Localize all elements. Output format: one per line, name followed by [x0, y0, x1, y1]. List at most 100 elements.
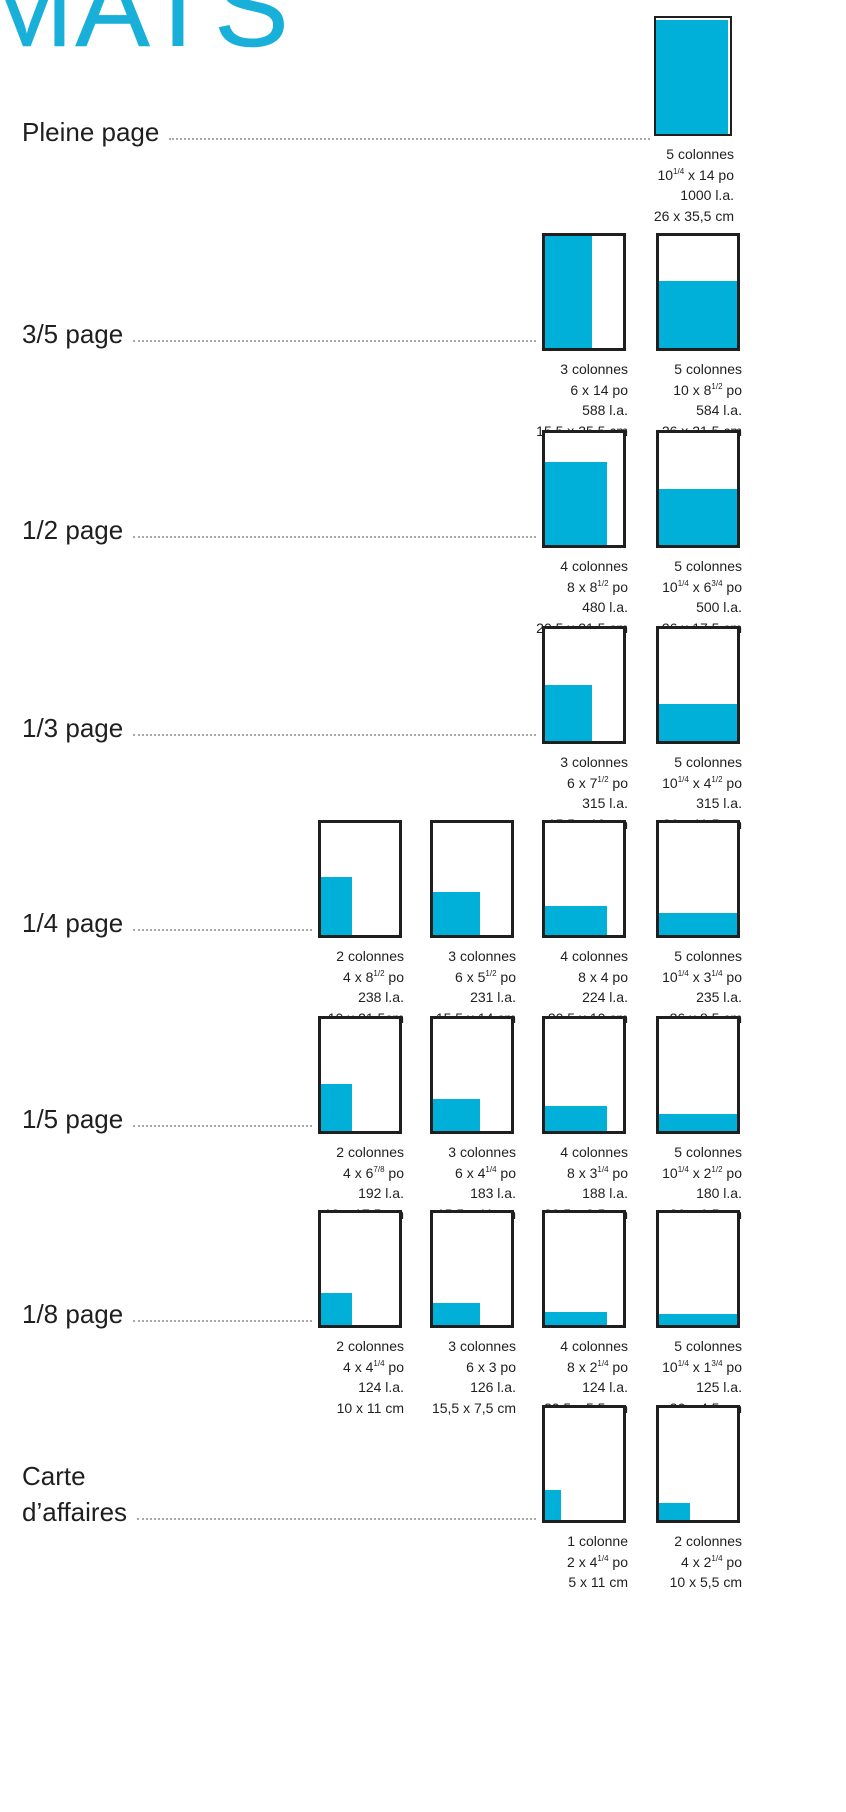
dotted-leader [133, 1125, 312, 1127]
format-size-inches: 101/4 x 63/4 po [662, 578, 742, 595]
format-thumbnail [656, 820, 740, 938]
format-specs: 2 colonnes 4 x 41/4 po 124 l.a. 10 x 11 cm [284, 1336, 404, 1418]
ad-area-fill [545, 462, 607, 545]
format-size-inches: 8 x 31/4 po [567, 1164, 628, 1181]
row-label-line: Pleine page [22, 117, 160, 147]
ad-area-fill [433, 1099, 480, 1131]
format-size-inches: 101/4 x 14 po [657, 166, 734, 183]
format-size-inches: 101/4 x 13/4 po [662, 1358, 742, 1375]
format-agate-lines: 500 l.a. [696, 599, 742, 615]
ad-area-fill [659, 281, 737, 348]
dotted-leader [133, 340, 536, 342]
format-size-metric: 15,5 x 7,5 cm [431, 1399, 516, 1416]
format-agate-lines: 584 l.a. [696, 402, 742, 418]
fraction: 1/4 [711, 968, 723, 978]
ad-area-fill [659, 489, 737, 545]
fraction: 3/4 [711, 578, 723, 588]
ad-area-fill [321, 877, 352, 935]
ad-area-fill [659, 704, 737, 741]
fraction: 1/2 [711, 381, 723, 391]
format-size-inches: 6 x 51/2 po [455, 968, 516, 985]
fraction: 1/2 [597, 774, 609, 784]
ad-area-fill [321, 1084, 352, 1131]
format-columns: 4 colonnes [560, 1144, 628, 1160]
row-label-line: 1/4 page [22, 908, 124, 938]
format-columns: 2 colonnes [336, 1338, 404, 1354]
format-columns: 5 colonnes [674, 1144, 742, 1160]
format-agate-lines: 192 l.a. [358, 1185, 404, 1201]
fraction: 1/4 [677, 968, 689, 978]
format-thumbnail [656, 1016, 740, 1134]
format-thumbnail [318, 1016, 402, 1134]
fraction: 1/2 [373, 968, 385, 978]
row-label-line: d’affaires [22, 1497, 128, 1527]
format-size-inches: 6 x 3 po [466, 1358, 516, 1375]
format-columns: 5 colonnes [674, 754, 742, 770]
format-size-inches: 4 x 21/4 po [681, 1553, 742, 1570]
fraction: 1/4 [597, 1164, 609, 1174]
format-agate-lines: 235 l.a. [696, 989, 742, 1005]
format-agate-lines: 183 l.a. [470, 1185, 516, 1201]
format-thumbnail [430, 1016, 514, 1134]
format-thumbnail [656, 233, 740, 351]
fraction: 1/2 [597, 578, 609, 588]
format-agate-lines: 188 l.a. [582, 1185, 628, 1201]
format-size-inches: 6 x 71/2 po [567, 774, 628, 791]
format-size-inches: 101/4 x 31/4 po [662, 968, 742, 985]
format-columns: 4 colonnes [560, 948, 628, 964]
format-size-inches: 8 x 4 po [578, 968, 628, 985]
format-columns: 4 colonnes [560, 558, 628, 574]
format-size-inches: 101/4 x 41/2 po [662, 774, 742, 791]
row-label: Pleine page [22, 114, 159, 150]
format-size-inches: 8 x 81/2 po [567, 578, 628, 595]
fraction: 7/8 [373, 1164, 385, 1174]
dotted-leader [133, 929, 312, 931]
ad-area-fill [545, 1490, 561, 1520]
format-agate-lines: 315 l.a. [696, 795, 742, 811]
format-thumbnail [542, 1016, 626, 1134]
fraction: 1/4 [677, 578, 689, 588]
format-specs: 5 colonnes 101/4 x 14 po 1000 l.a. 26 x 35,… [614, 144, 734, 226]
fraction: 1/4 [597, 1358, 609, 1368]
fraction: 1/2 [711, 1164, 723, 1174]
format-thumbnail [542, 1210, 626, 1328]
dotted-leader [137, 1518, 536, 1520]
format-thumbnail [656, 1405, 740, 1523]
format-agate-lines: 124 l.a. [358, 1379, 404, 1395]
ad-area-fill [656, 20, 728, 134]
format-thumbnail [542, 626, 626, 744]
fraction: 1/4 [711, 1553, 723, 1563]
ad-area-fill [659, 1114, 737, 1131]
ad-area-fill [321, 1293, 352, 1325]
dotted-leader [133, 536, 536, 538]
format-columns: 3 colonnes [448, 1338, 516, 1354]
format-agate-lines: 180 l.a. [696, 1185, 742, 1201]
fraction: 1/2 [485, 968, 497, 978]
format-specs: 1 colonne 2 x 41/4 po 5 x 11 cm [508, 1531, 628, 1593]
format-columns: 1 colonne [567, 1533, 628, 1549]
dotted-leader [169, 138, 650, 140]
format-size-inches: 2 x 41/4 po [567, 1553, 628, 1570]
format-size-inches: 6 x 41/4 po [455, 1164, 516, 1181]
format-thumbnail [656, 1210, 740, 1328]
format-agate-lines: 238 l.a. [358, 989, 404, 1005]
format-thumbnail [430, 1210, 514, 1328]
row-label-line: 1/2 page [22, 515, 124, 545]
format-thumbnail [542, 233, 626, 351]
ad-area-fill [659, 1503, 690, 1520]
format-agate-lines: 231 l.a. [470, 989, 516, 1005]
fraction: 1/4 [677, 774, 689, 784]
format-columns: 5 colonnes [674, 361, 742, 377]
fraction: 3/4 [711, 1358, 723, 1368]
fraction: 1/2 [711, 774, 723, 784]
format-thumbnail [318, 820, 402, 938]
format-size-inches: 6 x 14 po [570, 381, 628, 398]
format-columns: 5 colonnes [674, 948, 742, 964]
format-agate-lines: 1000 l.a. [680, 187, 734, 203]
format-columns: 5 colonnes [666, 146, 734, 162]
format-specs: 3 colonnes 6 x 3 po 126 l.a. 15,5 x 7,5 cm [396, 1336, 516, 1418]
format-columns: 3 colonnes [448, 948, 516, 964]
